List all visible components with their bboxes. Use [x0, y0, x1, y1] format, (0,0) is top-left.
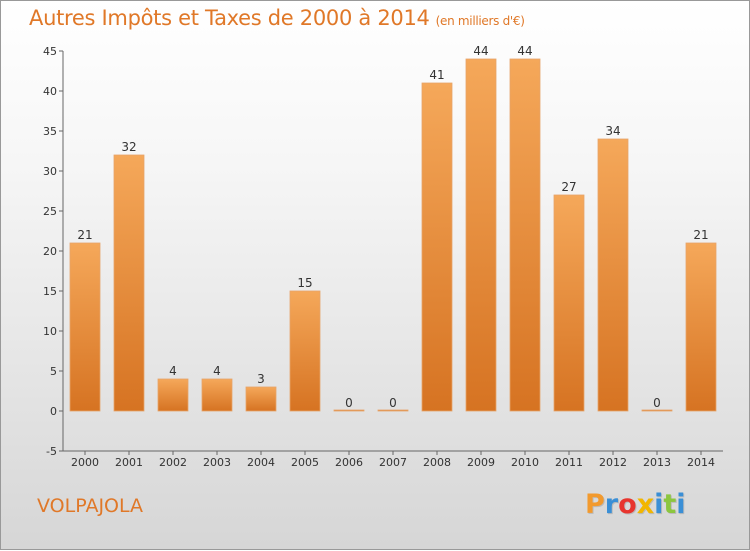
- data-label-2014: 21: [693, 228, 708, 242]
- x-tick-label: 2003: [203, 456, 231, 469]
- bar-2004: [245, 386, 277, 412]
- data-label-2003: 4: [213, 364, 221, 378]
- y-tick-label: 35: [43, 125, 57, 138]
- y-tick-label: 10: [43, 325, 57, 338]
- x-tick-label: 2010: [511, 456, 539, 469]
- data-label-2000: 21: [77, 228, 92, 242]
- location-name: VOLPAJOLA: [37, 495, 144, 517]
- data-label-2005: 15: [297, 276, 312, 290]
- logo-letter: o: [618, 489, 637, 520]
- x-tick-label: 2013: [643, 456, 671, 469]
- bar-2001: [113, 154, 145, 412]
- x-tick-label: 2006: [335, 456, 363, 469]
- x-tick-label: 2009: [467, 456, 495, 469]
- data-label-2013: 0: [653, 396, 661, 410]
- bar-2013: [641, 409, 673, 412]
- bar-2007: [377, 409, 409, 412]
- bar-2006: [333, 409, 365, 412]
- data-label-2010: 44: [517, 44, 532, 58]
- proxiti-logo: Proxiti: [585, 489, 686, 520]
- bar-2012: [597, 138, 629, 412]
- data-label-2006: 0: [345, 396, 353, 410]
- data-label-2009: 44: [473, 44, 488, 58]
- logo-letter: r: [604, 489, 619, 520]
- y-tick-label: -5: [46, 445, 57, 458]
- data-label-2001: 32: [121, 140, 136, 154]
- logo-letter: i: [654, 489, 664, 520]
- y-tick-label: 5: [50, 365, 57, 378]
- y-tick-label: 25: [43, 205, 57, 218]
- bar-2002: [157, 378, 189, 412]
- chart-title: Autres Impôts et Taxes de 2000 à 2014 (en…: [29, 6, 525, 30]
- data-label-2011: 27: [561, 180, 576, 194]
- data-label-2012: 34: [605, 124, 620, 138]
- bar-2009: [465, 58, 497, 412]
- data-label-2002: 4: [169, 364, 177, 378]
- chart-unit: (en milliers d'€): [435, 14, 525, 28]
- x-tick-label: 2005: [291, 456, 319, 469]
- logo-letter: i: [676, 489, 686, 520]
- y-tick-label: 30: [43, 165, 57, 178]
- bar-2008: [421, 82, 453, 412]
- bar-2014: [685, 242, 717, 412]
- y-tick-label: 20: [43, 245, 57, 258]
- x-tick-label: 2011: [555, 456, 583, 469]
- x-tick-label: 2001: [115, 456, 143, 469]
- data-label-2008: 41: [429, 68, 444, 82]
- bar-2011: [553, 194, 585, 412]
- bar-2010: [509, 58, 541, 412]
- x-tick-label: 2008: [423, 456, 451, 469]
- data-label-2007: 0: [389, 396, 397, 410]
- y-tick-label: 45: [43, 45, 57, 58]
- x-tick-label: 2002: [159, 456, 187, 469]
- logo-letter: P: [585, 489, 605, 520]
- y-tick-label: 40: [43, 85, 57, 98]
- logo-letter: x: [636, 489, 655, 520]
- bar-2005: [289, 290, 321, 412]
- data-label-2004: 3: [257, 372, 265, 386]
- x-tick-label: 2004: [247, 456, 275, 469]
- bar-2000: [69, 242, 101, 412]
- chart-title-text: Autres Impôts et Taxes de 2000 à 2014: [29, 6, 430, 30]
- x-tick-label: 2000: [71, 456, 99, 469]
- y-tick-label: 15: [43, 285, 57, 298]
- chart-bars: [69, 58, 717, 412]
- bar-2003: [201, 378, 233, 412]
- y-tick-label: 0: [50, 405, 57, 418]
- x-tick-label: 2007: [379, 456, 407, 469]
- x-tick-label: 2012: [599, 456, 627, 469]
- x-tick-label: 2014: [687, 456, 715, 469]
- logo-letter: t: [663, 489, 677, 520]
